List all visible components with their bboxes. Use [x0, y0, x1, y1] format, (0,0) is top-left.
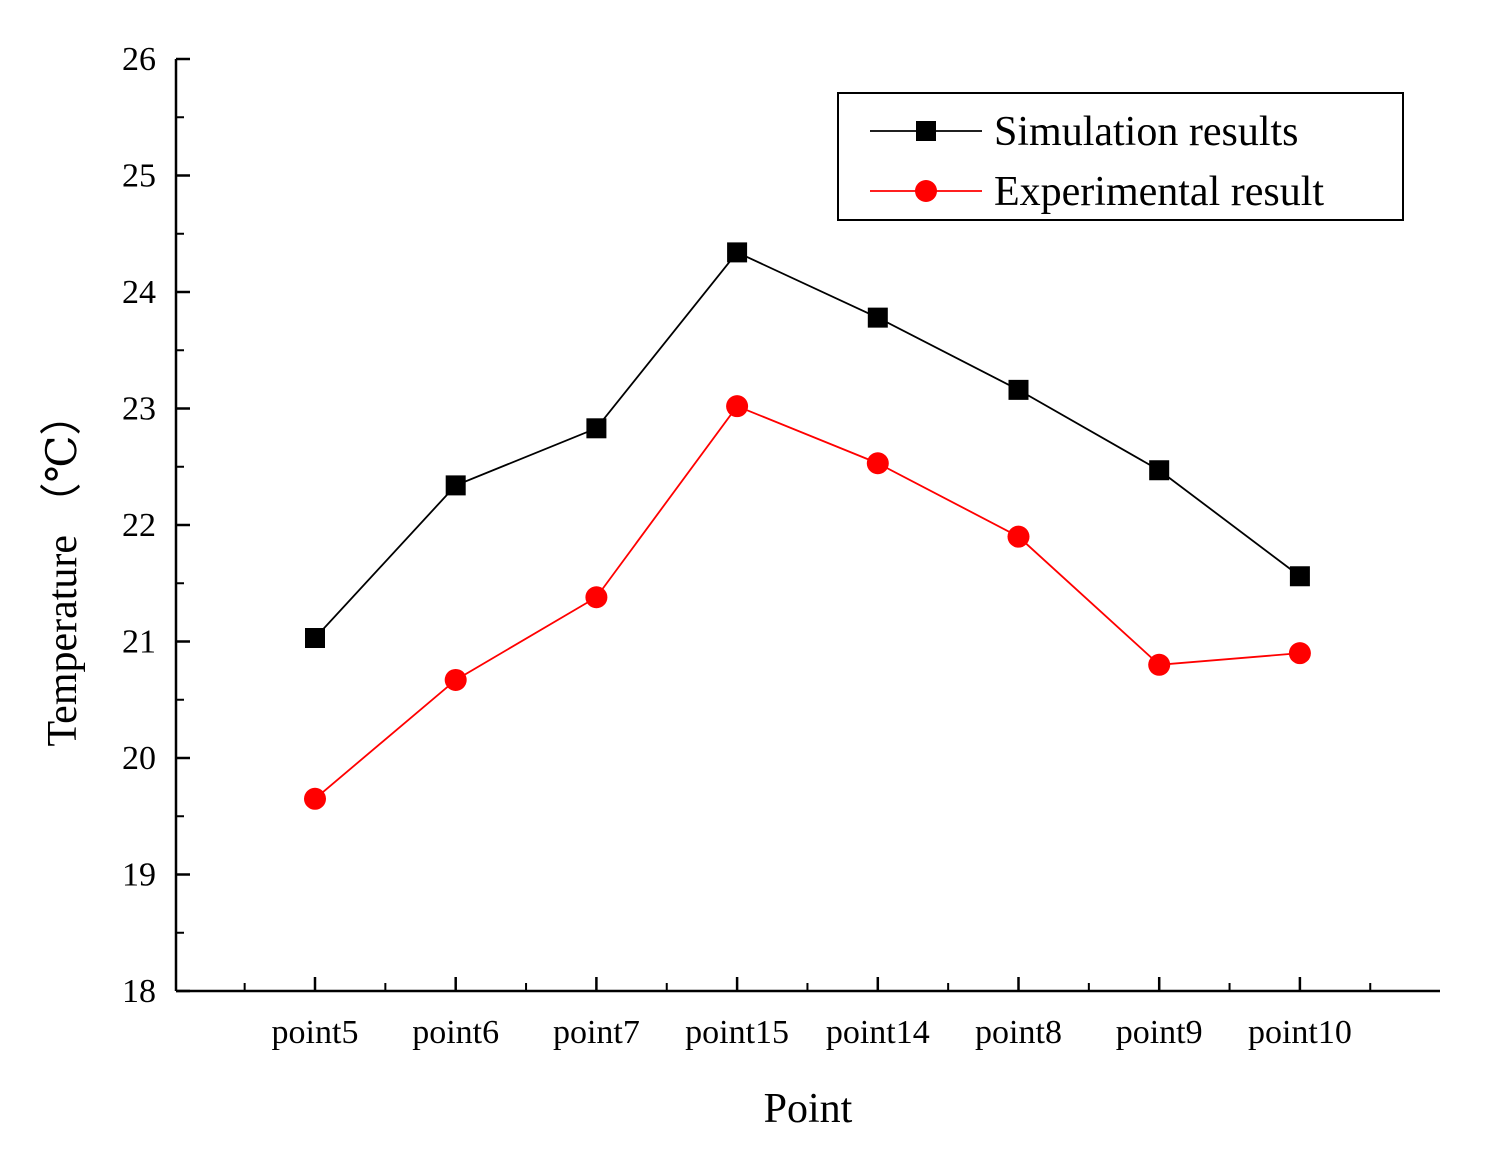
- x-tick-label: point14: [826, 1014, 930, 1051]
- legend-marker-circle: [915, 180, 937, 202]
- data-point-circle: [444, 668, 467, 691]
- series-line: [314, 405, 1300, 800]
- y-axis-title: Temperature （℃）: [40, 393, 86, 746]
- data-point-square: [1008, 379, 1029, 400]
- data-point-circle: [585, 586, 608, 609]
- y-tick-label: 22: [122, 507, 156, 544]
- data-point-square: [1289, 566, 1310, 587]
- legend-marker-square: [916, 121, 936, 141]
- y-tick-label: 25: [122, 158, 156, 195]
- series-experimental: [304, 395, 1311, 810]
- x-tick-label: point8: [975, 1014, 1062, 1051]
- legend: Simulation results Experimental result: [837, 92, 1404, 221]
- y-tick-label: 19: [122, 857, 156, 894]
- data-point-square: [867, 307, 888, 328]
- x-tick-label: point10: [1248, 1014, 1352, 1051]
- x-axis-title: Point: [764, 1086, 853, 1132]
- x-tick-label: point9: [1116, 1014, 1203, 1051]
- data-point-circle: [1007, 525, 1030, 548]
- legend-label: Simulation results: [994, 109, 1299, 155]
- y-tick-label: 18: [122, 973, 156, 1010]
- x-tick-label: point6: [412, 1014, 499, 1051]
- x-tick-label: point5: [272, 1014, 359, 1051]
- data-point-circle: [726, 395, 749, 418]
- series-simulation: [305, 242, 1310, 649]
- data-point-circle: [1148, 653, 1171, 676]
- data-point-square: [727, 242, 748, 263]
- data-point-circle: [1288, 642, 1311, 665]
- y-tick-label: 21: [122, 624, 156, 661]
- y-tick-label: 20: [122, 740, 156, 777]
- data-point-circle: [304, 787, 326, 810]
- series-layer: [304, 242, 1311, 810]
- x-tick-label: point15: [685, 1014, 789, 1051]
- x-tick-label: point7: [553, 1014, 640, 1051]
- data-point-square: [305, 628, 325, 649]
- legend-label: Experimental result: [994, 169, 1324, 215]
- series-line: [314, 251, 1301, 639]
- y-tick-label: 26: [122, 41, 156, 78]
- axes: 18 19 20 21 22 23 24 25 26 point5 point6 point7 poin…: [122, 41, 1440, 1051]
- data-point-square: [586, 418, 607, 439]
- y-tick-label: 23: [122, 391, 156, 428]
- data-point-square: [445, 475, 466, 496]
- data-point-circle: [866, 452, 889, 475]
- data-point-square: [1149, 460, 1170, 481]
- y-tick-label: 24: [122, 274, 156, 311]
